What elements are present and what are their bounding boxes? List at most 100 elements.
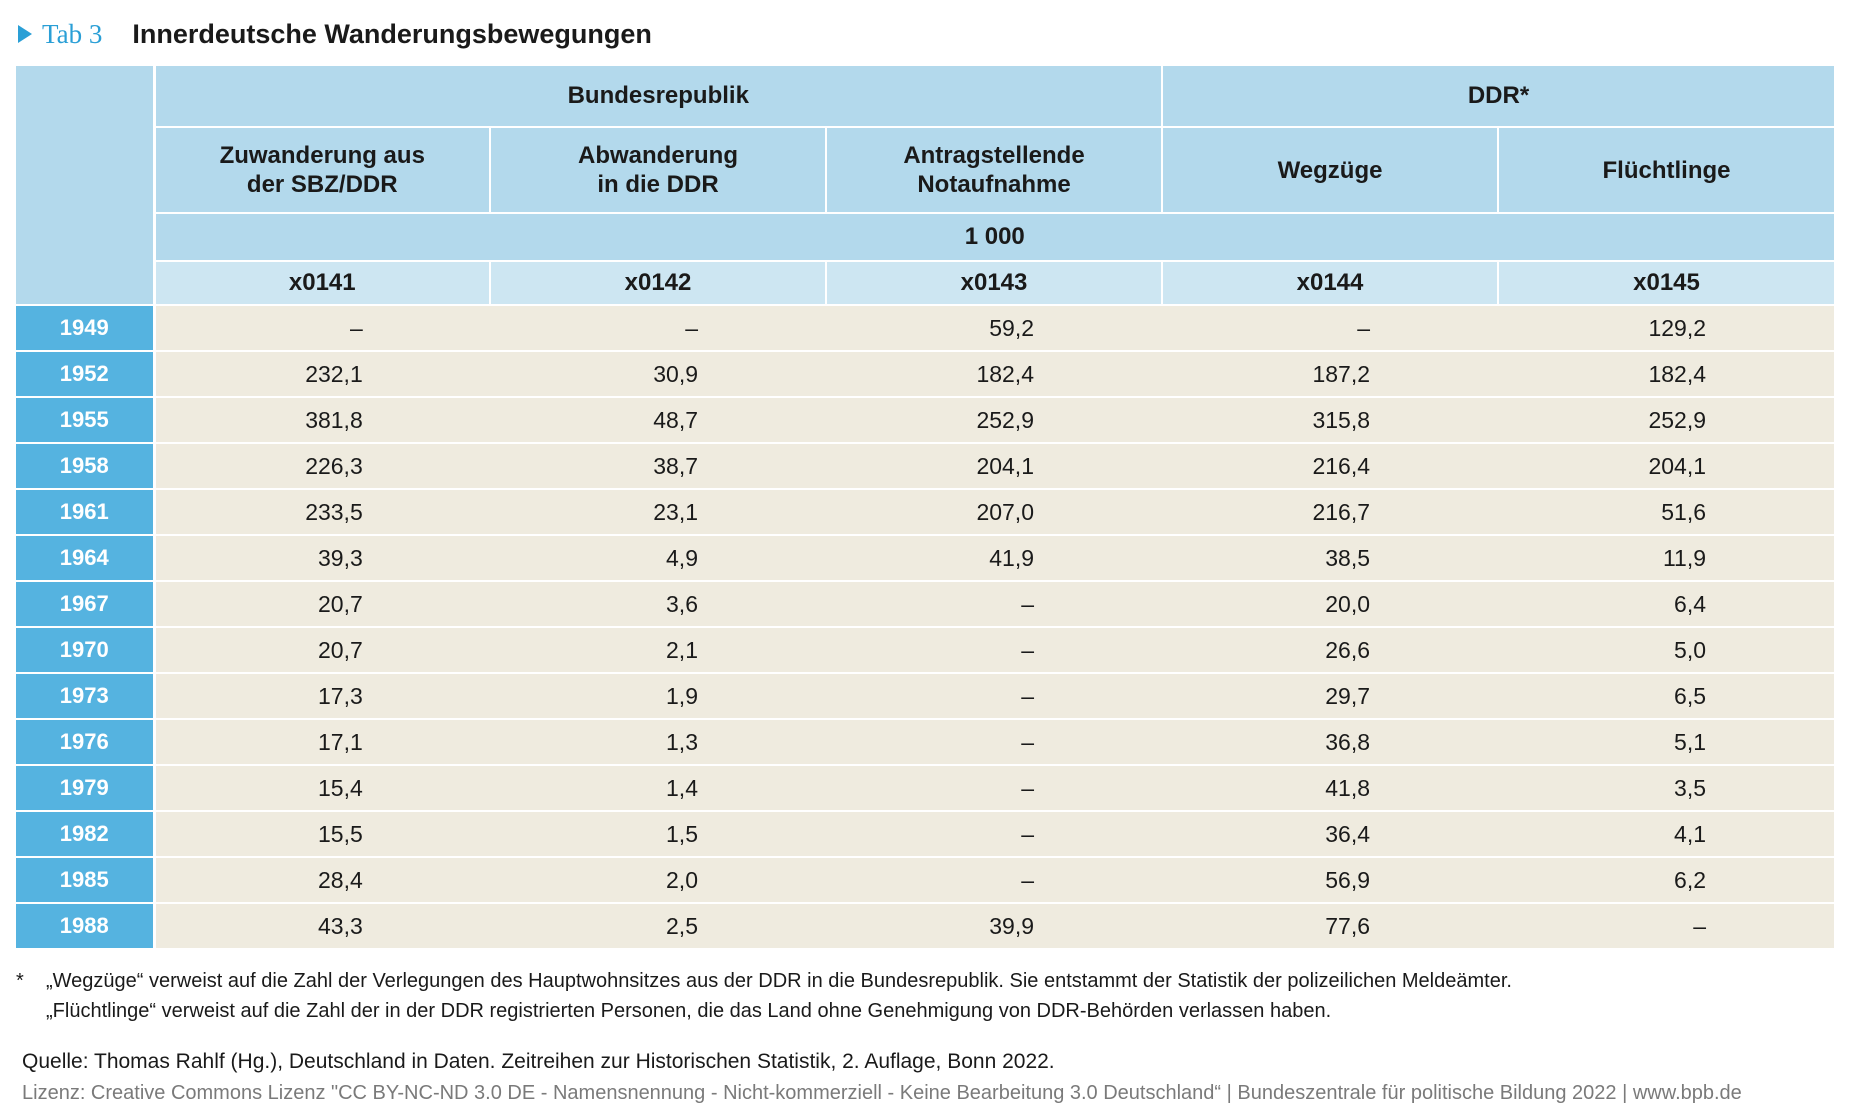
cell-value: 11,9 (1662, 544, 1707, 571)
cell-value: 4,1 (1674, 820, 1707, 847)
table-cell: 2,5 (490, 902, 826, 948)
cell-value: 41,9 (989, 544, 1034, 571)
cell-value: 56,9 (1325, 866, 1371, 893)
cell-value: 26,6 (1325, 636, 1371, 663)
table-row: 1949 – – 59,2 – 129,2 (16, 304, 1835, 351)
table-cell: 4,9 (490, 534, 826, 581)
table-row: 1955 381,8 48,7 252,9 315,8 252,9 (16, 396, 1835, 443)
column-header-line1: Antragstellende (903, 142, 1085, 169)
table-cell: 252,9 (826, 396, 1163, 443)
cell-value: 3,6 (666, 590, 698, 617)
cell-value: 39,3 (317, 544, 363, 571)
cell-value: 1,3 (666, 728, 698, 755)
footnote-line: „Wegzüge“ verweist auf die Zahl der Verl… (46, 970, 1512, 992)
table-cell: 56,9 (1162, 856, 1499, 903)
cell-value: 129,2 (1648, 314, 1707, 341)
cell-value: 4,9 (666, 544, 698, 571)
cell-value: 23,1 (653, 498, 698, 525)
cell-value: 182,4 (1648, 360, 1707, 387)
table-cell: 15,4 (154, 764, 490, 811)
table-cell: 15,5 (154, 810, 490, 857)
row-year: 1976 (16, 718, 156, 765)
group-header-bundesrepublik: Bundesrepublik (154, 66, 1163, 128)
table-cell: 216,4 (1162, 442, 1499, 489)
table-cell: – (826, 626, 1163, 673)
column-code: x0142 (489, 261, 826, 305)
row-year: 1955 (16, 396, 156, 443)
footnote-marker: * (16, 970, 24, 992)
cell-value: 182,4 (976, 360, 1034, 387)
cell-value: – (349, 314, 363, 341)
cell-value: 204,1 (1648, 452, 1707, 479)
table-cell: 36,8 (1162, 718, 1499, 765)
row-year: 1979 (16, 764, 156, 811)
column-header-line1: Zuwanderung aus (219, 142, 425, 169)
table-cell: 204,1 (826, 442, 1163, 489)
table-row: 1952 232,1 30,9 182,4 187,2 182,4 (16, 350, 1835, 397)
table-cell: 4,1 (1498, 810, 1835, 857)
cell-value: 51,6 (1661, 498, 1707, 525)
table-cell: 3,5 (1498, 764, 1835, 811)
table-row: 1988 43,3 2,5 39,9 77,6 – (16, 902, 1835, 948)
table-cell: – (826, 856, 1163, 903)
table-cell: – (826, 672, 1163, 719)
table-cell: 20,0 (1162, 580, 1499, 627)
row-year: 1973 (16, 672, 156, 719)
cell-value: – (685, 314, 698, 341)
table-cell: 77,6 (1162, 902, 1499, 948)
title-row: Tab 3 Innerdeutsche Wanderungsbewegungen (18, 14, 652, 54)
table-cell: 6,2 (1498, 856, 1835, 903)
cell-value: 38,7 (653, 452, 698, 479)
column-header-line1: Abwanderung (578, 142, 738, 169)
table-cell: 129,2 (1498, 304, 1835, 351)
cell-value: 20,0 (1325, 590, 1371, 617)
cell-value: 381,8 (305, 406, 363, 433)
cell-value: 187,2 (1312, 360, 1371, 387)
column-code: x0144 (1161, 261, 1499, 305)
table-cell: 207,0 (826, 488, 1163, 535)
row-year: 1988 (16, 902, 156, 948)
column-header-line1: Wegzüge (1277, 156, 1383, 184)
table-cell: 1,4 (490, 764, 826, 811)
cell-value: 5,1 (1674, 728, 1707, 755)
table-cell: 36,4 (1162, 810, 1499, 857)
cell-value: 43,3 (317, 912, 363, 939)
column-code: x0143 (824, 261, 1163, 305)
table-cell: 1,5 (490, 810, 826, 857)
cell-value: 17,1 (317, 728, 363, 755)
table-cell: 6,4 (1498, 580, 1835, 627)
table-row: 1967 20,7 3,6 – 20,0 6,4 (16, 580, 1835, 627)
table-row: 1961 233,5 23,1 207,0 216,7 51,6 (16, 488, 1835, 535)
table-cell: 38,5 (1162, 534, 1499, 581)
footnote: * „Wegzüge“ verweist auf die Zahl der Ve… (16, 966, 1512, 1026)
group-header-ddr: DDR* (1161, 66, 1835, 128)
table-cell: 38,7 (490, 442, 826, 489)
table-cell: – (490, 304, 826, 351)
cell-value: 41,8 (1325, 774, 1371, 801)
table-cell: 3,6 (490, 580, 826, 627)
table-cell: – (826, 580, 1163, 627)
cell-value: 216,7 (1312, 498, 1371, 525)
data-table: Bundesrepublik DDR* Zuwanderung aus der … (16, 66, 1835, 948)
table-cell: 17,3 (154, 672, 490, 719)
table-cell: 51,6 (1498, 488, 1835, 535)
cell-value: 207,0 (976, 498, 1034, 525)
row-year: 1958 (16, 442, 156, 489)
cell-value: 6,2 (1674, 866, 1707, 893)
table-cell: 28,4 (154, 856, 490, 903)
cell-value: 2,1 (666, 636, 698, 663)
cell-value: – (1021, 682, 1034, 709)
row-year: 1982 (16, 810, 156, 857)
table-cell: – (826, 764, 1163, 811)
table-cell: 17,1 (154, 718, 490, 765)
table-cell: 23,1 (490, 488, 826, 535)
table-cell: 2,1 (490, 626, 826, 673)
cell-value: – (1021, 774, 1034, 801)
column-header: Flüchtlinge (1497, 127, 1835, 214)
cell-value: 2,5 (666, 912, 698, 939)
cell-value: 204,1 (976, 452, 1034, 479)
row-year: 1985 (16, 856, 156, 903)
table-cell: 59,2 (826, 304, 1163, 351)
table-cell: 182,4 (1498, 350, 1835, 397)
cell-value: 315,8 (1312, 406, 1371, 433)
